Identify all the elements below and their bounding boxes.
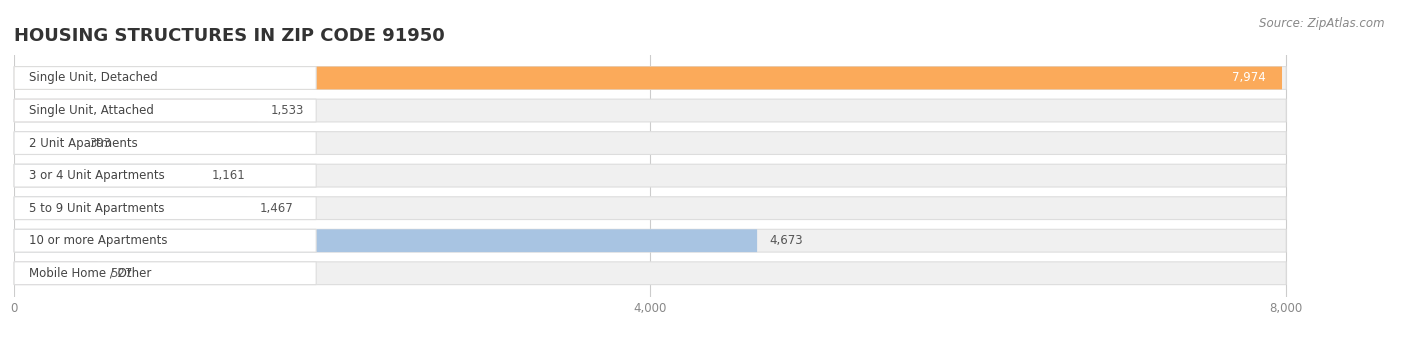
FancyBboxPatch shape: [14, 99, 316, 122]
FancyBboxPatch shape: [14, 132, 316, 154]
FancyBboxPatch shape: [14, 229, 316, 252]
FancyBboxPatch shape: [14, 164, 198, 187]
FancyBboxPatch shape: [14, 197, 1286, 220]
FancyBboxPatch shape: [14, 66, 1286, 89]
Text: Single Unit, Attached: Single Unit, Attached: [30, 104, 155, 117]
FancyBboxPatch shape: [14, 229, 756, 252]
FancyBboxPatch shape: [14, 197, 316, 220]
FancyBboxPatch shape: [14, 262, 316, 285]
FancyBboxPatch shape: [14, 164, 316, 187]
Text: 4,673: 4,673: [770, 234, 803, 247]
Text: 7,974: 7,974: [1233, 72, 1267, 85]
Text: 1,161: 1,161: [211, 169, 245, 182]
FancyBboxPatch shape: [14, 229, 1286, 252]
Text: Mobile Home / Other: Mobile Home / Other: [30, 267, 152, 280]
Text: 5 to 9 Unit Apartments: 5 to 9 Unit Apartments: [30, 202, 165, 214]
Text: 10 or more Apartments: 10 or more Apartments: [30, 234, 167, 247]
Text: 527: 527: [111, 267, 134, 280]
FancyBboxPatch shape: [14, 66, 316, 89]
FancyBboxPatch shape: [14, 164, 1286, 187]
FancyBboxPatch shape: [14, 197, 247, 220]
Text: Single Unit, Detached: Single Unit, Detached: [30, 72, 157, 85]
FancyBboxPatch shape: [14, 132, 76, 154]
Text: 2 Unit Apartments: 2 Unit Apartments: [30, 137, 138, 150]
FancyBboxPatch shape: [14, 99, 257, 122]
Text: 393: 393: [89, 137, 111, 150]
Text: 1,467: 1,467: [260, 202, 294, 214]
FancyBboxPatch shape: [14, 262, 98, 285]
Text: HOUSING STRUCTURES IN ZIP CODE 91950: HOUSING STRUCTURES IN ZIP CODE 91950: [14, 27, 444, 45]
FancyBboxPatch shape: [14, 262, 1286, 285]
FancyBboxPatch shape: [14, 99, 1286, 122]
Text: 3 or 4 Unit Apartments: 3 or 4 Unit Apartments: [30, 169, 165, 182]
FancyBboxPatch shape: [14, 66, 1282, 89]
Text: 1,533: 1,533: [270, 104, 304, 117]
Text: Source: ZipAtlas.com: Source: ZipAtlas.com: [1260, 17, 1385, 30]
FancyBboxPatch shape: [14, 132, 1286, 154]
